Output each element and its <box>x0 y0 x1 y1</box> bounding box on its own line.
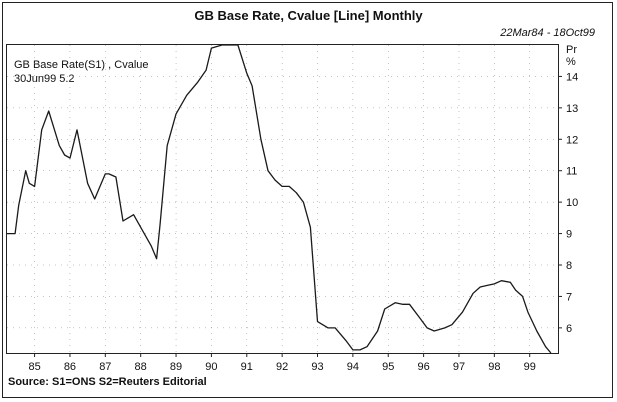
y-tick-label: 10 <box>566 197 578 209</box>
x-tick-label: 97 <box>453 361 465 373</box>
date-range: 22Mar84 - 18Oct99 <box>500 27 595 39</box>
y-tick-label: 14 <box>566 71 578 83</box>
series-legend: GB Base Rate(S1) , Cvalue 30Jun99 5.2 <box>14 58 149 86</box>
x-tick-label: 96 <box>417 361 429 373</box>
y-tick-label: 6 <box>566 323 572 335</box>
source-note: Source: S1=ONS S2=Reuters Editorial <box>8 376 207 388</box>
x-tick-label: 86 <box>64 361 76 373</box>
x-tick-label: 90 <box>205 361 217 373</box>
chart-frame <box>2 2 613 398</box>
x-tick-label: 99 <box>524 361 536 373</box>
chart-title: GB Base Rate, Cvalue [Line] Monthly <box>194 8 423 23</box>
x-tick-label: 92 <box>276 361 288 373</box>
x-tick-label: 87 <box>99 361 111 373</box>
x-tick-label: 85 <box>28 361 40 373</box>
x-tick-label: 89 <box>170 361 182 373</box>
y-tick-label: 11 <box>566 166 577 178</box>
series-last-value: 30Jun99 5.2 <box>14 73 75 85</box>
x-tick-label: 94 <box>347 361 359 373</box>
y-axis-unit-line1: Pr <box>566 44 577 56</box>
x-tick-label: 95 <box>382 361 394 373</box>
y-tick-label: 7 <box>566 291 572 303</box>
x-tick-label: 98 <box>488 361 500 373</box>
x-tick-label: 91 <box>241 361 253 373</box>
x-tick-label: 93 <box>311 361 323 373</box>
y-tick-label: 12 <box>566 134 578 146</box>
y-axis-unit-line2: % <box>566 56 576 68</box>
series-name: GB Base Rate(S1) , Cvalue <box>14 59 149 71</box>
x-tick-label: 88 <box>135 361 147 373</box>
y-tick-label: 13 <box>566 103 578 115</box>
series-line-gb-base-rate <box>7 44 552 354</box>
y-tick-label: 8 <box>566 260 572 272</box>
y-tick-label: 9 <box>566 229 572 241</box>
y-axis-unit: Pr % <box>566 44 577 68</box>
